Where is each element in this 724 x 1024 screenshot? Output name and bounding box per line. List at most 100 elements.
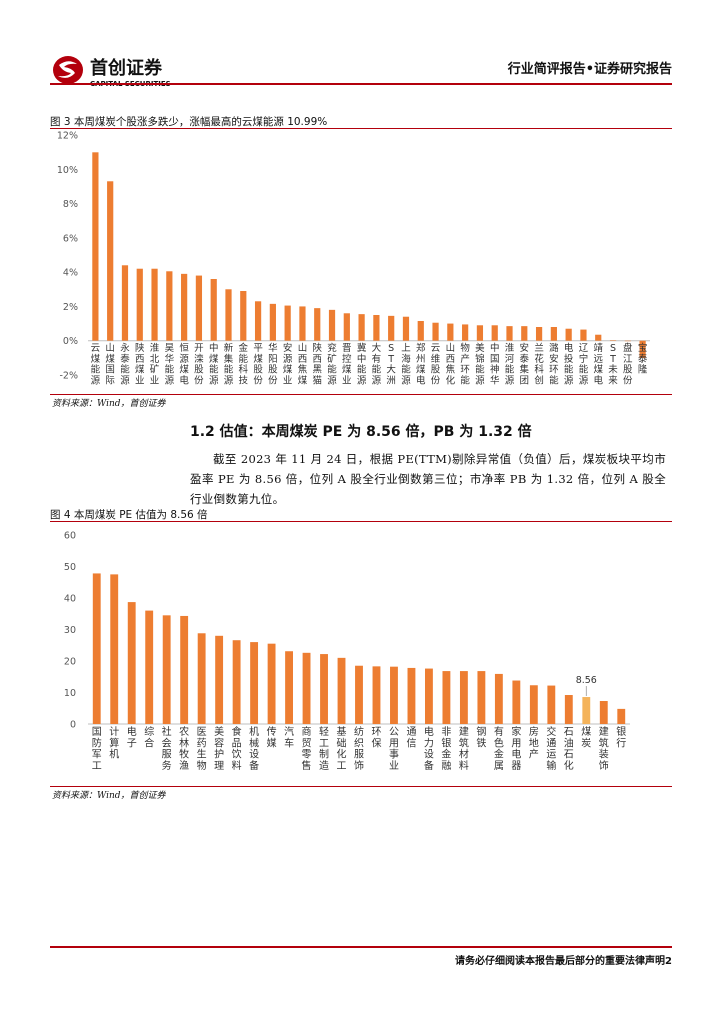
category-label: 纺织服饰 (354, 725, 364, 772)
category-label: 电投能源 (564, 342, 574, 386)
figure4-source: 资料来源：Wind，首创证券 (52, 791, 166, 801)
logo-cn-text: 首创证券 (90, 57, 163, 79)
category-label: 农林牧渔 (179, 725, 189, 772)
category-label: S T 未来 (608, 343, 618, 386)
footer-divider (50, 946, 672, 948)
category-label: 安泰集团 (520, 342, 530, 386)
bar (535, 327, 543, 341)
category-label: 山西焦化 (446, 343, 456, 386)
y-tick-label: 0 (70, 720, 76, 731)
category-label: 食品饮料 (232, 725, 242, 772)
bar (254, 301, 262, 341)
figure4-chart: 0 10 20 30 40 50 60 国防军工计算机电子综合社会服务农林牧渔医药生物美容护理… (64, 531, 630, 772)
bar (314, 308, 321, 341)
category-label: 开滦股份 (194, 343, 204, 386)
figure3-chart: -2% 0% 2% 4% 6% 8% 10% 12% 云煤能源山煤国际永泰能源陕西煤业淮北矿业昊… (57, 131, 650, 386)
category-label: 淮河能源 (505, 343, 515, 386)
section-paragraph: 截至 2023 年 11 月 24 日，根据 PE(TTM)剔除异常值（负值）后… (190, 452, 666, 506)
bar (547, 685, 556, 724)
bar (145, 610, 154, 724)
bar (442, 671, 451, 724)
bar (195, 275, 203, 341)
bar (136, 268, 143, 341)
company-logo: 首创证券 CAPITAL SECURITIES (50, 52, 190, 92)
category-label: 陕西黑猫 (312, 342, 322, 386)
bar (639, 340, 646, 358)
section-title: 1.2 估值：本周煤炭 PE 为 8.56 倍，PB 为 1.32 倍 (190, 424, 532, 440)
category-label: 非银金融 (441, 726, 451, 772)
bar (617, 708, 626, 724)
category-label: 金能科技 (239, 342, 249, 386)
y-tick-label: 40 (64, 594, 76, 605)
y-tick-label: 60 (64, 531, 76, 542)
category-label: 山西焦煤 (298, 343, 308, 386)
bar (225, 289, 232, 341)
bar (197, 633, 206, 724)
category-label: 物产环能 (460, 342, 470, 386)
category-label: 煤炭 (581, 725, 591, 749)
category-label: 上海能源 (401, 343, 411, 386)
bar (388, 315, 395, 341)
category-label: 新集能源 (224, 342, 234, 386)
bar (250, 642, 259, 724)
data-label: 8.56 (576, 675, 597, 686)
bar (477, 671, 486, 724)
y-tick-label: 20 (64, 657, 76, 668)
bar (595, 334, 602, 341)
bar (609, 340, 617, 341)
bar (107, 181, 114, 341)
category-label: 云煤能源 (91, 343, 101, 386)
y-tick-label: 12% (57, 131, 78, 142)
category-label: 陕西煤业 (135, 342, 145, 386)
category-label: 机械设备 (249, 725, 259, 772)
y-tick-label: 0% (63, 336, 78, 347)
category-label: 银行 (616, 725, 626, 749)
figure3-title: 图 3 本周煤炭个股涨多跌少，涨幅最高的云煤能源 10.99% (50, 116, 328, 128)
category-label: 云维股份 (431, 343, 441, 386)
category-label: 石油石化 (564, 727, 574, 772)
figure3-top-divider (50, 128, 672, 129)
category-label: S T 大洲 (386, 343, 396, 386)
category-label: 美锦能源 (475, 342, 485, 386)
header-divider (50, 83, 672, 85)
category-label: 大有能源 (372, 342, 382, 386)
category-label: 永泰能源 (120, 342, 130, 386)
category-label: 电子 (127, 725, 137, 749)
category-label: 宝泰隆 (638, 342, 648, 376)
category-label: 中国神华 (490, 342, 500, 386)
category-label: 辽宁能源 (579, 342, 589, 386)
category-label: 商贸零售 (302, 725, 312, 772)
bar (373, 315, 380, 341)
category-label: 交通运输 (546, 725, 556, 772)
bar (162, 615, 171, 724)
bar (372, 666, 381, 724)
bar (269, 303, 276, 341)
category-label: 计算机 (109, 725, 119, 761)
category-label: 综合 (144, 725, 154, 749)
bar (284, 305, 291, 341)
category-label: 晋控煤业 (342, 343, 352, 386)
report-type-title: 行业简评报告•证券研究报告 (507, 62, 672, 77)
category-label: 轻工制造 (319, 725, 329, 772)
category-label: 兖矿能源 (327, 342, 337, 386)
category-label: 传媒 (267, 726, 277, 749)
bar (127, 602, 136, 724)
y-tick-label: 8% (63, 199, 78, 210)
figure3-bottom-divider (50, 394, 672, 395)
bar (582, 697, 591, 724)
bar (215, 635, 224, 724)
bar (92, 152, 99, 341)
category-label: 家用电器 (511, 725, 521, 772)
bar (599, 701, 608, 724)
bar (476, 325, 484, 341)
category-label: 盘江股份 (623, 342, 633, 386)
figure4-top-divider (50, 521, 672, 522)
bar (343, 313, 350, 341)
y-tick-label: 10% (57, 165, 78, 176)
category-label: 国防军工 (92, 726, 102, 772)
bar (355, 665, 363, 724)
bar (491, 325, 498, 341)
bar (110, 574, 119, 724)
bar (337, 657, 346, 724)
category-label: 中煤能源 (209, 342, 219, 386)
